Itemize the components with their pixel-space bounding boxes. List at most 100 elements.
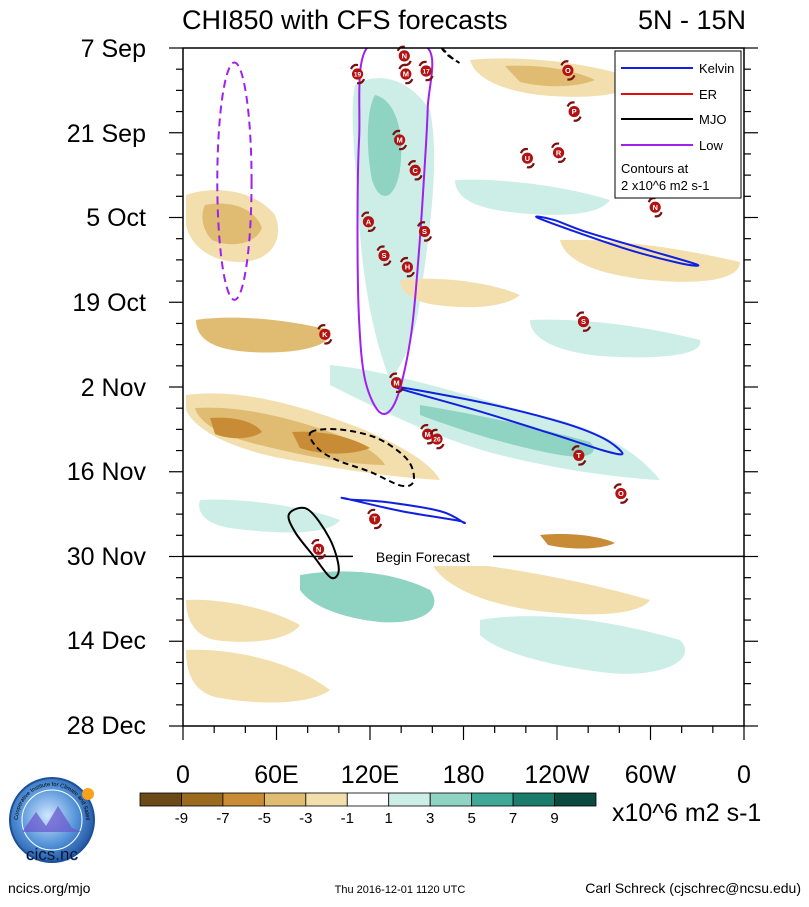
storm-label: M [396,136,402,145]
teal-anomaly-fc [300,571,435,623]
forecast-label: Begin Forecast [376,549,470,565]
storm-marker: S [376,245,392,266]
storm-icon [649,201,661,213]
storm-label: 19 [354,72,362,79]
storm-label: S [422,227,427,236]
colorbar-label: 1 [385,810,393,827]
footer-link[interactable]: ncics.org/mjo [8,880,91,896]
storm-icon [577,316,590,328]
storm-marker: K [317,324,333,345]
colorbar-label: -5 [258,810,271,827]
storm-icon [573,449,585,462]
storm-arm [398,63,414,85]
y-tick-label: 5 Oct [86,204,146,232]
storm-icon [409,164,421,176]
storm-arm [429,428,445,450]
storm-label: P [572,107,577,116]
storm-arm [551,142,567,163]
colorbar-swatch [429,792,473,807]
storm-label: S [382,251,387,260]
storm-label: 26 [433,437,441,444]
storm-arm [311,538,327,560]
y-tick-label: 16 Nov [67,458,147,486]
y-tick-label: 7 Sep [81,35,146,63]
x-tick-label: 120W [524,761,590,789]
storm-marker: H [399,256,415,278]
storm-icon [420,65,432,77]
storm-icon [369,513,381,525]
storm-marker: U [519,147,535,169]
brown-anomaly-ne-core [505,65,595,87]
colorbar-units: x10^6 m2 s-1 [612,799,761,827]
y-tick-label: 21 Sep [67,120,146,148]
colorbar-swatch [554,792,597,807]
storm-icon [418,225,431,238]
y-tick-label: 30 Nov [67,543,147,571]
forecast-label-bg [353,546,493,566]
storm-arm [376,245,392,266]
forecast-line-group: Begin Forecast [183,546,744,566]
storm-icon [401,261,413,273]
y-axis: 7 Sep 21 Sep 5 Oct 19 Oct 2 Nov 16 Nov 3… [67,35,758,740]
colorbar-swatch [181,792,224,807]
legend-note-1: Contours at [621,161,689,176]
storm-marker: M [398,63,414,85]
colorbar-label: -9 [175,810,188,827]
y-tick-label: 2 Nov [81,374,147,402]
storm-label: N [316,545,321,554]
storm-arm [571,445,587,466]
storm-marker: T [571,445,587,466]
storm-marker: T [367,508,383,530]
x-tick-label: 120E [341,761,399,789]
x-axis: 0 60E 120E 180 120W 60W 0 [176,726,751,789]
x-tick-label: 180 [443,761,485,789]
storm-label: M [425,430,431,439]
storm-label: N [402,51,407,60]
x-tick-label: 60W [625,761,677,789]
brown-anomaly-nov-core [210,417,262,439]
colorbar-label: 7 [509,810,517,827]
logo-mountains [22,806,82,832]
storm-label: S [581,317,586,326]
brown-anomaly-fc-3 [186,649,330,703]
teal-anomaly-east-2 [455,179,610,215]
storm-arm [418,60,434,82]
mjo-contour-nov [308,428,415,488]
y-tick-label: 14 Dec [67,627,146,655]
storm-marker: C [407,160,423,181]
storm-arm [519,147,535,169]
chart-title: CHI850 with CFS forecasts [182,5,508,35]
legend-note-2: 2 x10^6 m2 s-1 [621,178,709,193]
storm-icon [431,433,443,445]
storm-icon [615,487,627,500]
brown-anomaly-late-nov [540,533,615,549]
brown-anomaly-east [560,239,740,282]
storm-arm [566,101,582,122]
mjo-contour-obs [287,506,340,580]
storm-arm [388,372,405,394]
y-tick-label: 28 Dec [67,712,146,740]
storm-marker: R [551,142,567,163]
colorbar-swatch [263,792,307,807]
storm-marker: S [575,311,592,332]
brown-anomaly-fc-2 [186,599,300,642]
storm-icon [390,377,403,389]
storm-icon [394,134,406,146]
storm-icon [351,68,364,80]
storm-label: C [412,166,418,175]
logo-sun [82,788,94,800]
storm-marker: M [392,129,408,151]
kelvin-contour-late-nov [340,496,466,525]
storm-marker: N [396,45,412,67]
storm-icon [422,428,434,440]
storm-arm [360,211,376,232]
colorbar-swatch [305,792,348,807]
wave-contours [216,48,700,580]
storm-label: M [393,378,399,387]
storm-label: 17 [422,69,430,76]
storm-icon [362,216,375,228]
storm-label: O [565,66,571,75]
logo-text: cics.nc [26,845,78,864]
colorbar: x10^6 m2 s-1 -9 -7 -5 -3 -1 1 3 5 7 9 [139,792,761,827]
